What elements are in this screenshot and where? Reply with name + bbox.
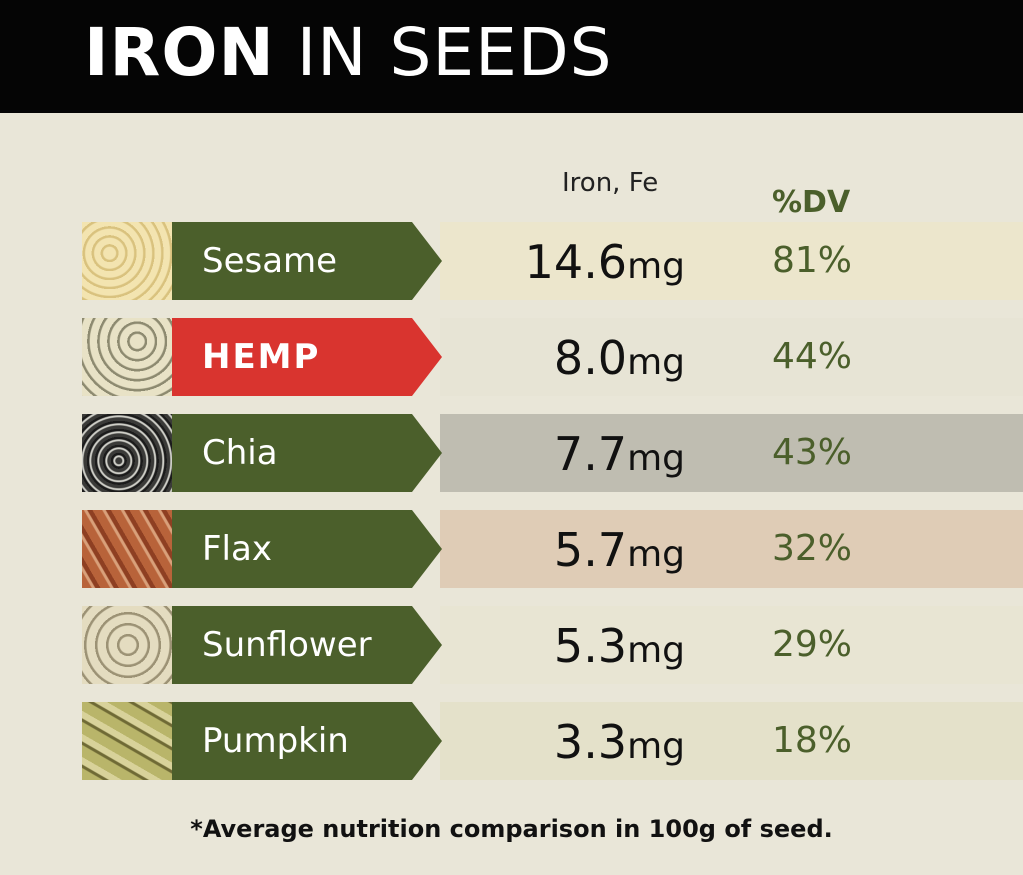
- label-tag: [172, 510, 442, 588]
- texture-strip: [440, 222, 1023, 300]
- amount-unit: mg: [627, 246, 685, 287]
- amount-unit: mg: [627, 438, 685, 479]
- seed-image: [82, 510, 174, 588]
- amount-unit: mg: [627, 630, 685, 671]
- footnote: *Average nutrition comparison in 100g of…: [190, 815, 833, 843]
- daily-value: 43%: [772, 432, 853, 473]
- amount-value: 5.7: [553, 523, 628, 577]
- label-tag: [172, 222, 442, 300]
- iron-amount: 8.0mg: [554, 318, 685, 403]
- seed-image: [82, 702, 174, 780]
- amount-value: 14.6: [524, 235, 628, 289]
- title-rest: IN SEEDS: [296, 14, 613, 91]
- amount-value: 5.3: [553, 619, 628, 673]
- daily-value: 81%: [772, 240, 853, 281]
- daily-value: 32%: [772, 528, 853, 569]
- iron-amount: 3.3mg: [554, 702, 685, 787]
- seed-row: Chia 7.7mg 43%: [82, 414, 1023, 492]
- seed-row: HEMP 8.0mg 44%: [82, 318, 1023, 396]
- column-header: Iron, Fe: [562, 168, 659, 198]
- column-header: %DV: [772, 185, 851, 220]
- amount-unit: mg: [627, 726, 685, 767]
- seed-name: Sesame: [202, 241, 338, 281]
- seed-row: Sesame 14.6mg 81%: [82, 222, 1023, 300]
- texture-strip: [440, 702, 1023, 780]
- iron-amount: 5.3mg: [554, 606, 685, 691]
- seed-image: [82, 318, 174, 396]
- title: IRON IN SEEDS: [84, 14, 613, 91]
- seed-name: Pumpkin: [202, 721, 349, 761]
- seed-image: [82, 606, 174, 684]
- daily-value: 29%: [772, 624, 853, 665]
- texture-strip: [440, 318, 1023, 396]
- amount-value: 8.0: [553, 331, 628, 385]
- seed-row: Sunflower 5.3mg 29%: [82, 606, 1023, 684]
- seed-name: HEMP: [202, 337, 321, 377]
- amount-value: 3.3: [553, 715, 628, 769]
- seed-name: Chia: [202, 433, 278, 473]
- amount-unit: mg: [627, 342, 685, 383]
- seed-image: [82, 222, 174, 300]
- iron-amount: 14.6mg: [525, 222, 685, 307]
- seed-name: Flax: [202, 529, 272, 569]
- label-tag: [172, 414, 442, 492]
- daily-value: 44%: [772, 336, 853, 377]
- amount-unit: mg: [627, 534, 685, 575]
- amount-value: 7.7: [553, 427, 628, 481]
- label-tag: [172, 606, 442, 684]
- seed-row: Pumpkin 3.3mg 18%: [82, 702, 1023, 780]
- texture-strip: [440, 510, 1023, 588]
- label-tag: [172, 702, 442, 780]
- seed-row: Flax 5.7mg 32%: [82, 510, 1023, 588]
- iron-amount: 5.7mg: [554, 510, 685, 595]
- label-tag: [172, 318, 442, 396]
- seed-image: [82, 414, 174, 492]
- title-bold: IRON: [84, 14, 275, 91]
- texture-strip: [440, 606, 1023, 684]
- texture-strip: [440, 414, 1023, 492]
- seed-name: Sunflower: [202, 625, 372, 665]
- header: IRON IN SEEDS: [0, 0, 1023, 113]
- daily-value: 18%: [772, 720, 853, 761]
- iron-amount: 7.7mg: [554, 414, 685, 499]
